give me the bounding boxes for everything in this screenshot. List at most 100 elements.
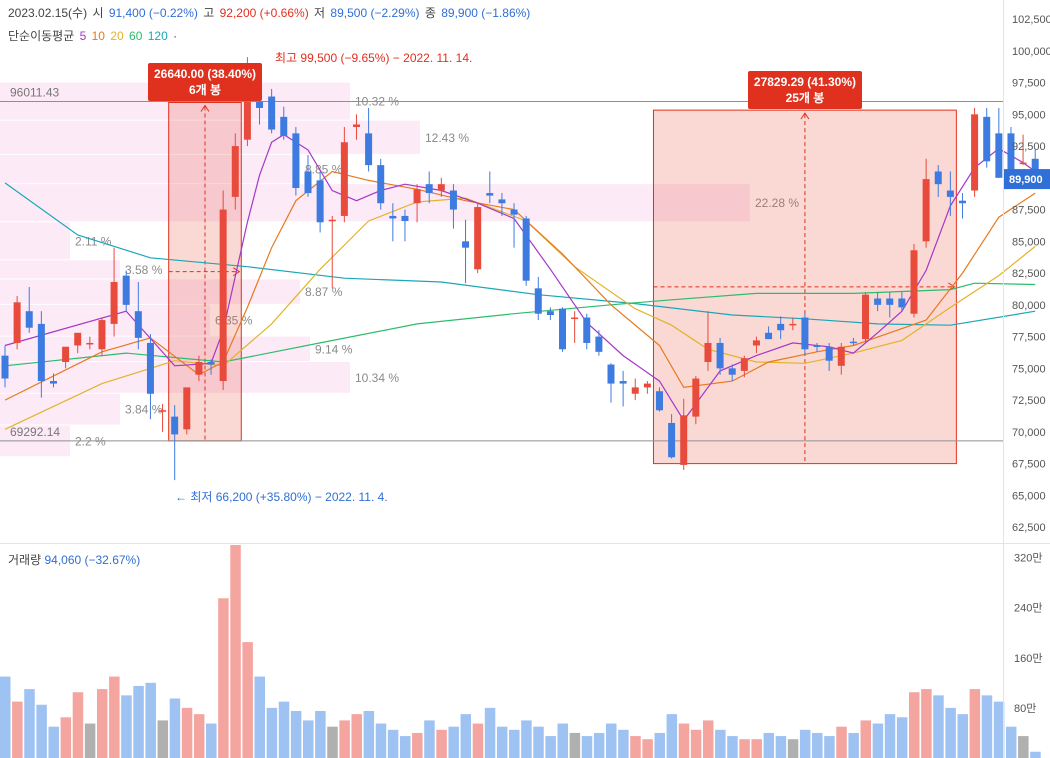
volume-bar <box>727 736 738 758</box>
candle <box>171 405 179 481</box>
ma-60-label[interactable]: 60 <box>129 29 143 43</box>
candle <box>25 287 33 333</box>
candle <box>825 342 833 371</box>
candle <box>159 403 167 432</box>
candle <box>837 342 845 375</box>
volume-bar <box>24 689 35 758</box>
more-dot-icon[interactable]: · <box>173 29 178 43</box>
volume-bar <box>630 736 641 758</box>
profile-pct-11: 2.2 % <box>75 434 106 448</box>
volume-bar <box>109 676 120 758</box>
volume-bar <box>157 720 169 758</box>
candle-body <box>25 311 33 328</box>
volume-bar <box>448 726 459 758</box>
ma-10-label[interactable]: 10 <box>91 29 105 43</box>
candle <box>740 355 748 378</box>
ma-20-label[interactable]: 20 <box>110 29 124 43</box>
volume-bar <box>12 701 23 758</box>
volume-profile: 10.32 %12.43 %8.85 %22.28 %2.11 %3.58 %8… <box>0 82 799 457</box>
volume-bar <box>787 739 799 758</box>
candle <box>849 337 857 346</box>
candle <box>389 203 397 242</box>
candle <box>789 317 797 331</box>
candle-body <box>256 101 264 108</box>
candle <box>874 292 882 312</box>
candle-body <box>74 332 82 346</box>
volume-bar <box>860 720 872 758</box>
volume-tick-0: 320만 <box>1014 552 1042 565</box>
candle <box>413 184 421 223</box>
candle <box>619 370 627 407</box>
candle-body <box>98 320 106 350</box>
candle-body <box>171 416 179 435</box>
candle-body <box>219 209 227 382</box>
candle <box>365 107 373 172</box>
ma-legend-label: 단순이동평균 <box>8 29 75 43</box>
volume-bar <box>303 720 314 758</box>
candle-body <box>559 308 567 350</box>
candle-body <box>752 340 760 346</box>
candle-body <box>449 190 457 210</box>
volume-bar <box>836 726 847 758</box>
candles <box>1 57 1039 481</box>
ma-120-label[interactable]: 120 <box>147 29 168 43</box>
ma-legend[interactable]: 단순이동평균 5 10 20 60 120 · <box>8 27 179 44</box>
volume-bar <box>884 714 896 758</box>
candle-body <box>425 184 433 194</box>
volume-bar <box>872 723 884 758</box>
candle <box>62 346 70 369</box>
candle-body <box>1031 158 1039 180</box>
low-value: 89,500 (−2.29%) <box>330 6 420 20</box>
measure-callout-1: 26640.00 (38.40%) 6개 봉 <box>147 63 263 102</box>
candle <box>922 158 930 248</box>
candle-body <box>995 133 1003 178</box>
ref-label-0: 96011.43 <box>10 85 59 99</box>
candle <box>498 193 506 216</box>
volume-bar <box>751 739 762 758</box>
candle-body <box>1 355 9 379</box>
candle <box>352 114 360 140</box>
candle-body <box>474 207 482 270</box>
profile-pct-10: 3.84 % <box>125 403 163 417</box>
volume-bar <box>36 704 47 758</box>
candle <box>958 193 966 219</box>
measure-arrow-up-0 <box>200 104 210 112</box>
candle-body <box>389 215 397 219</box>
volume-tick-2: 160만 <box>1014 652 1042 665</box>
profile-bar-9 <box>0 362 350 393</box>
volume-bar <box>145 682 156 758</box>
volume-bar <box>230 545 241 758</box>
candle <box>146 334 154 420</box>
low-label: 저 <box>314 6 326 20</box>
volume-bar <box>193 714 205 758</box>
candle <box>910 243 918 318</box>
ma-5-label[interactable]: 5 <box>79 29 87 43</box>
candle-body <box>740 358 748 371</box>
volume-bar <box>606 723 617 758</box>
candle-body <box>401 215 409 222</box>
volume-bar <box>545 736 556 758</box>
volume-bar <box>909 692 920 758</box>
candle <box>1 345 9 388</box>
volume-value: 94,060 (−32.67%) <box>44 553 141 567</box>
candle-body <box>643 383 651 388</box>
candle-body <box>583 317 591 343</box>
volume-bar <box>775 736 787 758</box>
volume-bar <box>666 714 678 758</box>
volume-bar <box>181 707 193 758</box>
volume-bar <box>472 723 484 758</box>
ref-label-1: 69292.14 <box>10 425 60 439</box>
volume-bar <box>412 732 423 758</box>
candle <box>122 270 130 312</box>
volume-bar <box>206 723 217 758</box>
candle-body <box>777 323 785 331</box>
high-annotation: 최고 99,500 (−9.65%) − 2022. 11. 14. <box>275 51 472 65</box>
profile-pct-1: 12.43 % <box>425 131 469 145</box>
candle <box>631 378 639 401</box>
price-tick-8: 82,500 <box>1012 268 1046 280</box>
open-label: 시 <box>92 6 104 20</box>
candle <box>449 184 457 229</box>
candle <box>183 387 191 435</box>
candle-body <box>631 387 639 394</box>
